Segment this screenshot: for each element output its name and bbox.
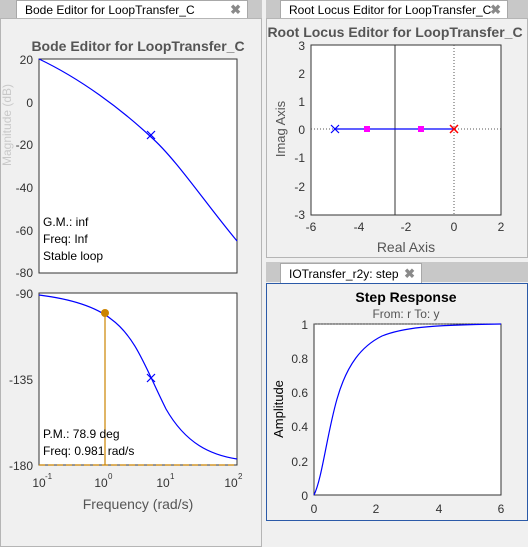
bode-mag-ylabel: Magnitude (dB) (1, 84, 14, 166)
step-y-tick: 0.8 (291, 352, 308, 366)
step-ylabel: Amplitude (271, 380, 286, 438)
bode-editor-panel: Bode Editor for LoopTransfer_C Magnitude… (0, 18, 262, 547)
phase-tick: -90 (16, 287, 34, 301)
step-x-tick: 4 (436, 502, 443, 516)
rlocus-axes (311, 45, 501, 215)
x-tick-exp: 0 (108, 472, 113, 481)
bode-xlabel: Frequency (rad/s) (83, 496, 193, 512)
closed-loop-pole-marker[interactable] (418, 126, 424, 132)
rlocus-y-tick: -3 (294, 208, 305, 222)
tab-step-label: IOTransfer_r2y: step (289, 267, 399, 281)
tab-step-close-icon[interactable]: ✖ (404, 264, 415, 283)
x-tick-base: 10 (32, 476, 46, 490)
mag-tick: -60 (16, 224, 34, 238)
step-axes (314, 324, 501, 495)
x-tick-base: 10 (94, 476, 108, 490)
step-y-tick: 1 (301, 318, 308, 332)
root-locus-panel: Root Locus Editor for LoopTransfer_C Ima… (266, 18, 528, 258)
step-response-panel: Step Response From: r To: y Amplitude 1 … (266, 283, 528, 521)
step-subtitle: From: r To: y (372, 307, 439, 321)
tab-bode-label: Bode Editor for LoopTransfer_C (25, 3, 195, 17)
step-y-tick: 0.4 (291, 420, 308, 434)
rlocus-title: Root Locus Editor for LoopTransfer_C (267, 24, 522, 40)
step-x-tick: 0 (311, 502, 318, 516)
step-y-ticks: 1 0.8 0.6 0.4 0.2 0 (291, 318, 308, 503)
phase-tick: -180 (9, 459, 33, 473)
mag-tick: -40 (16, 181, 34, 195)
phase-tick: -135 (9, 373, 33, 387)
step-x-ticks: 0 2 4 6 (311, 502, 505, 516)
x-tick-exp: 2 (238, 472, 243, 481)
bode-plot[interactable]: Bode Editor for LoopTransfer_C Magnitude… (1, 19, 262, 547)
x-tick-base: 10 (156, 476, 170, 490)
step-y-tick: 0.6 (291, 386, 308, 400)
closed-loop-pole-marker[interactable] (364, 126, 370, 132)
tab-bode-editor[interactable]: Bode Editor for LoopTransfer_C ✖ (16, 0, 248, 18)
x-tick-base: 10 (224, 476, 238, 490)
mag-tick: -80 (16, 266, 34, 280)
mag-tick: 0 (26, 96, 33, 110)
rlocus-x-ticks: -6 -4 -2 0 2 (306, 220, 505, 234)
mag-tick: 20 (20, 53, 34, 67)
rlocus-y-tick: 3 (298, 39, 305, 53)
bode-title: Bode Editor for LoopTransfer_C (31, 38, 244, 54)
tab-step-response[interactable]: IOTransfer_r2y: step ✖ (280, 263, 422, 283)
rlocus-y-tick: -1 (294, 151, 305, 165)
pm-marker[interactable] (101, 309, 109, 317)
tab-rlocus-label: Root Locus Editor for LoopTransfer_C (289, 3, 491, 17)
rlocus-x-tick: -4 (354, 220, 365, 234)
tab-root-locus-editor[interactable]: Root Locus Editor for LoopTransfer_C ✖ (280, 0, 508, 18)
root-locus-plot[interactable]: Root Locus Editor for LoopTransfer_C Ima… (267, 19, 528, 258)
bode-mag-ticks: 20 0 -20 -40 -60 -80 (16, 53, 34, 280)
step-y-tick: 0 (301, 489, 308, 503)
mag-tick: -20 (16, 138, 34, 152)
pm-freq: Freq: 0.981 rad/s (43, 444, 134, 458)
stability-text: Stable loop (43, 249, 103, 263)
rlocus-y-tick: 0 (298, 123, 305, 137)
rlocus-ylabel: Imag Axis (273, 100, 288, 157)
step-response-plot[interactable]: Step Response From: r To: y Amplitude 1 … (267, 284, 528, 521)
step-title: Step Response (355, 289, 456, 305)
x-tick-exp: -1 (45, 472, 53, 481)
pm-text: P.M.: 78.9 deg (43, 427, 120, 441)
tab-bode-close-icon[interactable]: ✖ (230, 1, 241, 18)
step-y-tick: 0.2 (291, 455, 308, 469)
rlocus-x-tick: 2 (498, 220, 505, 234)
rlocus-y-ticks: 3 2 1 0 -1 -2 -3 (294, 39, 305, 222)
rlocus-y-tick: 2 (298, 67, 305, 81)
bode-x-ticks: 10 -1 10 0 10 1 10 2 (32, 472, 243, 490)
rlocus-x-tick: 0 (451, 220, 458, 234)
step-x-tick: 6 (498, 502, 505, 516)
rlocus-x-tick: -6 (306, 220, 317, 234)
bode-phase-ticks: -90 -135 -180 (9, 287, 33, 473)
step-x-tick: 2 (373, 502, 380, 516)
rlocus-x-tick: -2 (401, 220, 412, 234)
rlocus-y-tick: 1 (298, 95, 305, 109)
x-tick-exp: 1 (170, 472, 175, 481)
gm-text: G.M.: inf (43, 215, 89, 229)
rlocus-y-tick: -2 (294, 180, 305, 194)
rlocus-xlabel: Real Axis (377, 239, 435, 255)
gm-freq: Freq: Inf (43, 232, 88, 246)
tab-rlocus-close-icon[interactable]: ✖ (490, 1, 501, 18)
